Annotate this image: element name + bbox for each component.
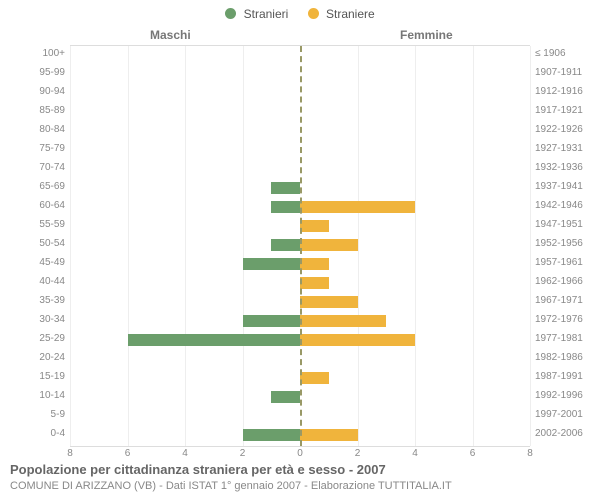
y-label-age: 5-9: [5, 409, 65, 420]
y-label-birth: 1962-1966: [535, 276, 595, 287]
y-label-birth: ≤ 1906: [535, 48, 595, 59]
y-label-birth: 1967-1971: [535, 295, 595, 306]
y-label-age: 60-64: [5, 200, 65, 211]
x-tick: 4: [405, 448, 425, 459]
gridline: [358, 46, 359, 446]
y-label-birth: 1942-1946: [535, 200, 595, 211]
y-label-age: 90-94: [5, 86, 65, 97]
gridline: [530, 46, 531, 446]
y-label-age: 50-54: [5, 238, 65, 249]
bar-female: [300, 315, 386, 327]
y-label-age: 70-74: [5, 162, 65, 173]
y-label-birth: 1992-1996: [535, 390, 595, 401]
legend-label-male: Stranieri: [244, 7, 289, 21]
x-tick: 2: [233, 448, 253, 459]
y-label-birth: 1947-1951: [535, 219, 595, 230]
y-label-birth: 1977-1981: [535, 333, 595, 344]
chart-title: Popolazione per cittadinanza straniera p…: [10, 462, 386, 477]
bar-male: [271, 182, 300, 194]
x-tick: 0: [290, 448, 310, 459]
bar-female: [300, 372, 329, 384]
y-label-age: 40-44: [5, 276, 65, 287]
column-title-left: Maschi: [150, 28, 191, 42]
y-label-age: 35-39: [5, 295, 65, 306]
y-label-age: 100+: [5, 48, 65, 59]
y-label-birth: 1927-1931: [535, 143, 595, 154]
y-label-birth: 1907-1911: [535, 67, 595, 78]
x-tick: 4: [175, 448, 195, 459]
y-label-age: 10-14: [5, 390, 65, 401]
y-label-birth: 1972-1976: [535, 314, 595, 325]
bar-female: [300, 220, 329, 232]
y-label-age: 30-34: [5, 314, 65, 325]
y-label-age: 45-49: [5, 257, 65, 268]
y-label-birth: 1952-1956: [535, 238, 595, 249]
legend-item-female: Straniere: [308, 6, 375, 21]
bar-female: [300, 258, 329, 270]
bar-female: [300, 429, 358, 441]
legend-swatch-female: [308, 8, 319, 19]
bar-female: [300, 239, 358, 251]
y-label-birth: 1957-1961: [535, 257, 595, 268]
column-title-right: Femmine: [400, 28, 453, 42]
gridline: [185, 46, 186, 446]
y-label-birth: 2002-2006: [535, 428, 595, 439]
center-line: [300, 46, 302, 446]
y-label-birth: 1912-1916: [535, 86, 595, 97]
y-label-age: 20-24: [5, 352, 65, 363]
y-label-age: 75-79: [5, 143, 65, 154]
bar-male: [243, 429, 301, 441]
bar-male: [271, 201, 300, 213]
legend-item-male: Stranieri: [225, 6, 288, 21]
bar-male: [128, 334, 301, 346]
y-label-age: 15-19: [5, 371, 65, 382]
gridline: [128, 46, 129, 446]
x-tick: 6: [463, 448, 483, 459]
gridline: [473, 46, 474, 446]
x-tick: 8: [520, 448, 540, 459]
y-label-age: 25-29: [5, 333, 65, 344]
chart-container: Stranieri Straniere Maschi Femmine Fasce…: [0, 0, 600, 500]
gridline: [243, 46, 244, 446]
bar-male: [243, 258, 301, 270]
x-tick: 6: [118, 448, 138, 459]
y-label-birth: 1937-1941: [535, 181, 595, 192]
y-label-age: 55-59: [5, 219, 65, 230]
bar-female: [300, 334, 415, 346]
y-label-birth: 1982-1986: [535, 352, 595, 363]
legend: Stranieri Straniere: [0, 6, 600, 21]
bar-male: [271, 239, 300, 251]
bar-female: [300, 201, 415, 213]
plot-area: [70, 45, 530, 447]
y-label-age: 0-4: [5, 428, 65, 439]
legend-swatch-male: [225, 8, 236, 19]
chart-subtitle: COMUNE DI ARIZZANO (VB) - Dati ISTAT 1° …: [10, 480, 452, 492]
bar-male: [271, 391, 300, 403]
y-label-birth: 1922-1926: [535, 124, 595, 135]
y-label-age: 85-89: [5, 105, 65, 116]
bar-female: [300, 277, 329, 289]
y-label-birth: 1917-1921: [535, 105, 595, 116]
legend-label-female: Straniere: [326, 7, 375, 21]
y-label-age: 65-69: [5, 181, 65, 192]
y-label-birth: 1932-1936: [535, 162, 595, 173]
y-label-birth: 1997-2001: [535, 409, 595, 420]
gridline: [70, 46, 71, 446]
x-tick: 8: [60, 448, 80, 459]
gridline: [415, 46, 416, 446]
x-tick: 2: [348, 448, 368, 459]
bar-male: [243, 315, 301, 327]
y-label-birth: 1987-1991: [535, 371, 595, 382]
y-label-age: 95-99: [5, 67, 65, 78]
y-label-age: 80-84: [5, 124, 65, 135]
bar-female: [300, 296, 358, 308]
